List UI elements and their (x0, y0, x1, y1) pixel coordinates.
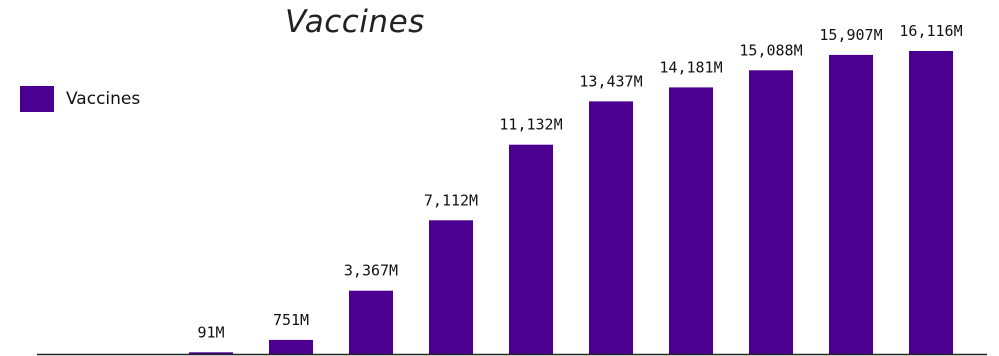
bar-label-11: 16,116M (899, 22, 962, 40)
bar-label-6: 11,132M (499, 116, 562, 134)
bar-label-8: 14,181M (659, 58, 722, 76)
bar-label-5: 7,112M (424, 191, 478, 209)
bar-7 (589, 101, 633, 355)
bar-10 (829, 54, 873, 355)
bar-label-2: 91M (197, 323, 224, 341)
legend-label: Vaccines (66, 89, 141, 109)
bar-label-9: 15,088M (739, 41, 802, 59)
bar-label-4: 3,367M (344, 262, 398, 280)
bar-8 (669, 87, 713, 355)
bar-11 (909, 51, 953, 354)
bar-label-3: 751M (273, 311, 309, 329)
chart-title: Vaccines (285, 4, 425, 40)
legend-swatch (20, 86, 54, 112)
bar-9 (749, 70, 793, 355)
bar-6 (509, 144, 553, 354)
bar-label-7: 13,437M (579, 72, 642, 90)
bar-4 (349, 290, 393, 354)
bar-3 (269, 339, 313, 354)
legend: Vaccines (20, 86, 140, 112)
bar-2 (189, 352, 233, 354)
bar-label-10: 15,907M (819, 26, 882, 44)
bar-5 (429, 220, 473, 354)
